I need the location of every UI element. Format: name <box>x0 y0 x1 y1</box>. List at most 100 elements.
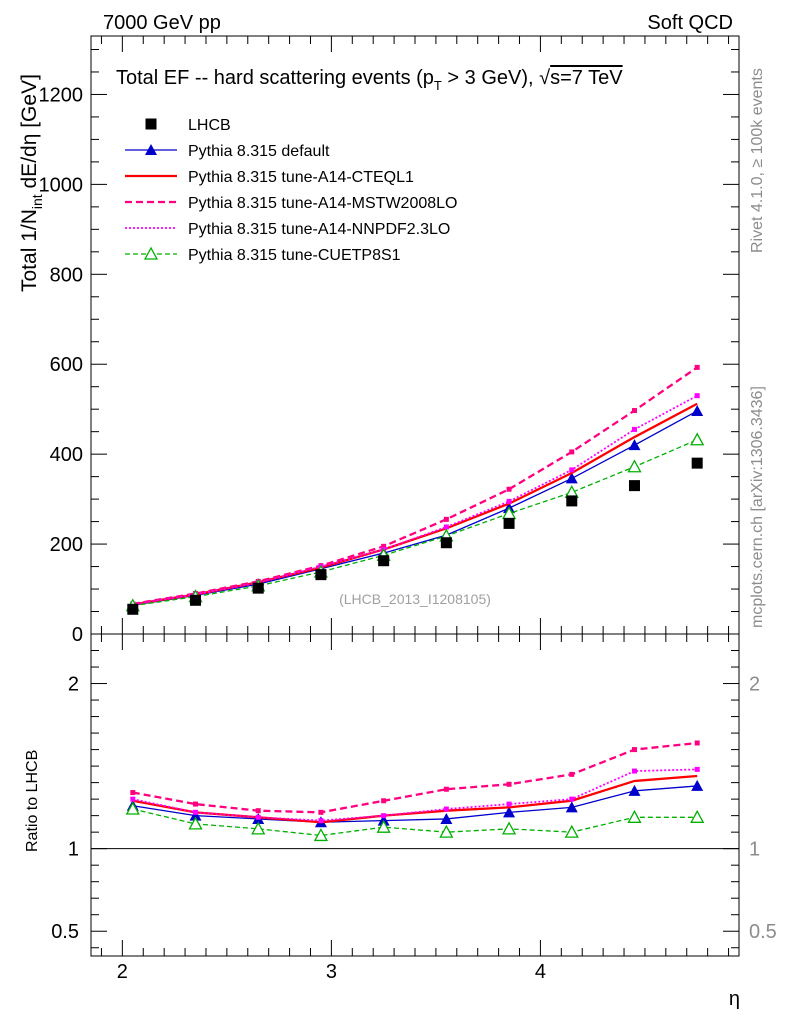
xtick-label: 3 <box>326 961 337 983</box>
series-3-main-point <box>506 486 512 492</box>
series-4-main-point <box>631 426 637 432</box>
series-1-main-line <box>132 410 698 606</box>
series-5-main-point <box>627 459 642 473</box>
series-4-ratio-point <box>255 814 261 820</box>
lhcb-data-point <box>691 457 703 469</box>
series-5-ratio-point <box>627 809 642 823</box>
series-4-ratio-point <box>631 768 637 774</box>
main-axis-ticks: 0 200 400 600 800 1000 1200 <box>39 36 739 646</box>
lhcb-data-point <box>252 582 264 594</box>
xtick-label: 4 <box>535 961 546 983</box>
series-2-main-line <box>132 402 698 606</box>
lhcb-data-point <box>628 480 640 492</box>
series-4-ratio-point <box>569 796 575 802</box>
series-5-ratio-point <box>251 821 266 835</box>
series-4-ratio-point <box>694 766 700 772</box>
series-2-ratio-line <box>132 774 698 824</box>
series-4-main-line <box>132 394 698 606</box>
legend-label: Pythia 8.315 tune-A14-NNPDF2.3LO <box>188 221 450 238</box>
series-5-ratio-point <box>501 821 517 835</box>
series-1-ratio-point <box>189 809 202 821</box>
lhcb-data-point <box>127 603 139 615</box>
series-1-main-point <box>565 472 578 484</box>
legend-lhcb-marker <box>145 118 157 130</box>
series-3-main-line <box>132 366 698 606</box>
series-5-ratio-point <box>439 824 454 838</box>
series-4-ratio-point <box>130 796 136 802</box>
lhcb-data-point <box>315 569 327 581</box>
series-1-main-point <box>691 404 704 416</box>
series-3-ratio-point <box>193 801 199 807</box>
lhcb-data-point <box>566 495 578 507</box>
ratio-axis-ticks: 2 3 4 0.5 0.5 1 1 2 2 <box>51 633 777 983</box>
main-ytick-label: 1000 <box>39 174 84 196</box>
main-ytick-label: 1200 <box>39 84 84 106</box>
series-5-ratio-point <box>313 828 329 842</box>
legend-marker <box>145 144 157 155</box>
legend-entry-5: Pythia 8.315 tune-CUETP8S1 <box>125 246 401 264</box>
series-4-ratio-point <box>381 813 387 819</box>
series-4-main-point <box>569 467 575 473</box>
series-3-ratio-point <box>569 771 575 777</box>
ratio-ytick-label-right: 0.5 <box>749 921 777 943</box>
series-3-main-point <box>694 364 700 370</box>
series-3-ratio-point <box>506 781 512 787</box>
xtick-label: 2 <box>117 961 128 983</box>
series-5-ratio-point <box>125 801 140 815</box>
series-3-main-point <box>569 449 575 455</box>
series-4-main-point <box>443 524 449 530</box>
ratio-ytick-label-right: 1 <box>749 839 760 861</box>
analysis-watermark: (LHCB_2013_I1208105) <box>339 591 491 607</box>
series-1-main-point <box>628 439 641 451</box>
series-3-ratio-point <box>631 747 637 753</box>
legend-marker <box>143 246 159 260</box>
legend-entry-2: Pythia 8.315 tune-A14-CTEQL1 <box>125 169 414 186</box>
series-3-ratio-line <box>132 741 698 814</box>
legend-lhcb-label: LHCB <box>188 117 231 134</box>
main-ytick-label: 200 <box>50 534 83 556</box>
series-1-ratio-point <box>628 784 641 796</box>
series-3-main-point <box>443 516 449 522</box>
series-5-ratio-point <box>690 809 705 823</box>
series-4-main-point <box>694 393 700 399</box>
series-1-ratio-line <box>132 785 698 823</box>
lhcb-data-point <box>378 555 390 567</box>
series-3-ratio-point <box>130 790 136 796</box>
legend-entry-lhcb: LHCB <box>145 117 231 134</box>
legend-label: Pythia 8.315 tune-CUETP8S1 <box>188 247 401 264</box>
ratio-ytick-label-right: 2 <box>749 674 760 696</box>
legend: LHCB Pythia 8.315 default Pythia 8.315 tun… <box>125 117 457 264</box>
series-1-ratio-point <box>565 801 578 813</box>
series-4-ratio-point <box>193 809 199 815</box>
series-3-ratio-point <box>318 809 324 815</box>
plot-title: Total EF -- hard scattering events (pT >… <box>116 67 623 93</box>
series-5-main-point <box>690 432 705 446</box>
main-ytick-label: 0 <box>72 624 83 646</box>
series-4-ratio-point <box>318 818 324 824</box>
lhcb-data-point <box>503 517 515 529</box>
mcplots-label: mcplots.cern.ch [arXiv:1306.3436] <box>749 386 766 628</box>
series-5-ratio-point <box>188 816 203 830</box>
legend-label: Pythia 8.315 default <box>188 143 330 160</box>
ratio-plot-frame <box>90 633 740 957</box>
legend-label: Pythia 8.315 tune-A14-CTEQL1 <box>188 169 414 186</box>
legend-entry-3: Pythia 8.315 tune-A14-MSTW2008LO <box>125 195 457 212</box>
series-3-main-point <box>381 543 387 549</box>
legend-label: Pythia 8.315 tune-A14-MSTW2008LO <box>188 195 457 212</box>
ratio-ytick-label: 0.5 <box>51 921 79 943</box>
series-5-ratio-point <box>564 824 579 838</box>
series-3-main-point <box>631 408 637 414</box>
series-4-ratio-line <box>132 768 698 822</box>
series-5-ratio-point <box>376 819 391 833</box>
main-ylabel: Total 1/Nint dE/dη [GeV] <box>18 74 45 292</box>
main-series-group <box>125 364 705 615</box>
lhcb-data-point <box>190 594 202 606</box>
series-4-ratio-point <box>443 806 449 812</box>
header-right: Soft QCD <box>647 12 733 34</box>
series-1-ratio-point <box>503 806 516 818</box>
ratio-ytick-label: 2 <box>68 674 79 696</box>
rivet-label: Rivet 4.1.0, ≥ 100k events <box>749 68 766 253</box>
legend-entry-4: Pythia 8.315 tune-A14-NNPDF2.3LO <box>125 221 450 238</box>
main-ytick-label: 400 <box>50 444 83 466</box>
